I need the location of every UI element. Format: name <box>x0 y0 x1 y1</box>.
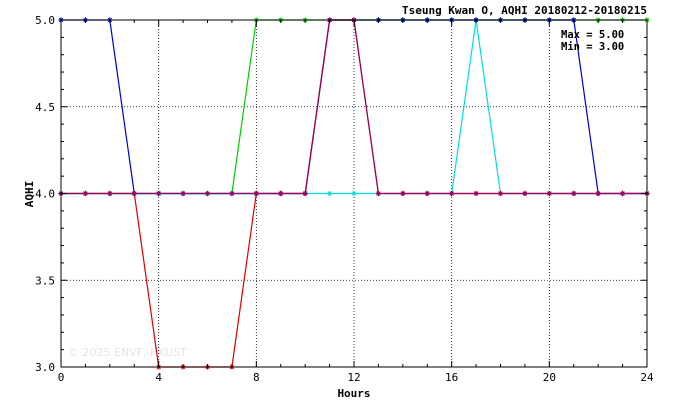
x-tick-label: 24 <box>640 371 654 384</box>
data-point-marker <box>473 190 479 197</box>
data-point-marker <box>156 190 162 197</box>
data-point-marker <box>546 190 552 197</box>
data-point-marker <box>571 190 577 197</box>
chart-title: Tseung Kwan O, AQHI 20180212-20180215 <box>402 4 647 17</box>
y-tick-label: 4.0 <box>35 188 55 201</box>
data-point-marker <box>302 190 308 197</box>
data-point-marker <box>522 190 528 197</box>
series-group <box>58 17 650 370</box>
data-point-marker <box>107 190 113 197</box>
data-point-marker <box>326 190 333 197</box>
data-point-marker <box>253 190 259 197</box>
x-axis-title: Hours <box>337 387 370 400</box>
y-tick-label: 4.5 <box>35 101 55 114</box>
data-point-marker <box>229 190 235 197</box>
min-annotation: Min = 3.00 <box>561 41 624 53</box>
data-point-marker <box>82 190 89 197</box>
data-point-marker <box>619 190 626 197</box>
x-tick-label: 20 <box>543 371 556 384</box>
data-point-marker <box>131 190 137 197</box>
x-tick-label: 8 <box>253 371 260 384</box>
data-point-marker <box>497 190 504 197</box>
data-point-marker <box>400 190 406 197</box>
data-point-marker <box>375 190 382 197</box>
axis-ticks: 0 4 8 12 16 20 24 3.0 3.5 4.0 4.5 5.0 <box>35 14 654 384</box>
x-tick-label: 16 <box>445 371 458 384</box>
data-point-marker <box>351 190 357 197</box>
x-tick-label: 4 <box>155 371 162 384</box>
data-point-marker <box>449 190 455 197</box>
data-point-marker <box>204 190 211 197</box>
x-tick-label: 0 <box>58 371 65 384</box>
grid <box>61 20 647 367</box>
data-point-marker <box>278 190 284 197</box>
y-tick-label: 5.0 <box>35 14 55 27</box>
y-tick-label: 3.5 <box>35 274 55 287</box>
x-tick-label: 12 <box>347 371 360 384</box>
data-point-marker <box>595 190 601 197</box>
y-tick-label: 3.0 <box>35 361 55 374</box>
data-point-marker <box>424 190 430 197</box>
max-annotation: Max = 5.00 <box>561 29 624 41</box>
data-point-marker <box>180 190 186 197</box>
y-axis-title: AQHI <box>23 181 36 208</box>
watermark: © 2025 ENVF, HKUST <box>68 346 187 359</box>
